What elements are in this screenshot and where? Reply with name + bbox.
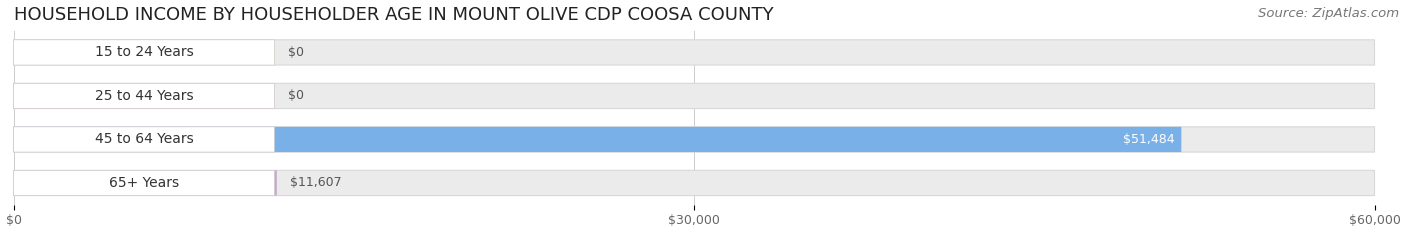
FancyBboxPatch shape (14, 127, 1375, 152)
FancyBboxPatch shape (14, 40, 1375, 65)
Text: 15 to 24 Years: 15 to 24 Years (94, 45, 194, 59)
Text: HOUSEHOLD INCOME BY HOUSEHOLDER AGE IN MOUNT OLIVE CDP COOSA COUNTY: HOUSEHOLD INCOME BY HOUSEHOLDER AGE IN M… (14, 6, 773, 24)
Text: Source: ZipAtlas.com: Source: ZipAtlas.com (1258, 7, 1399, 20)
Text: $11,607: $11,607 (291, 176, 342, 189)
Text: 45 to 64 Years: 45 to 64 Years (94, 132, 194, 147)
Text: 65+ Years: 65+ Years (108, 176, 179, 190)
FancyBboxPatch shape (14, 40, 274, 65)
FancyBboxPatch shape (14, 170, 1375, 195)
FancyBboxPatch shape (14, 170, 274, 195)
FancyBboxPatch shape (14, 127, 1181, 152)
FancyBboxPatch shape (14, 40, 274, 65)
FancyBboxPatch shape (14, 170, 277, 195)
FancyBboxPatch shape (14, 83, 1375, 109)
Text: $51,484: $51,484 (1123, 133, 1174, 146)
FancyBboxPatch shape (14, 83, 274, 109)
FancyBboxPatch shape (14, 127, 274, 152)
Text: $0: $0 (288, 46, 304, 59)
Text: $0: $0 (288, 89, 304, 103)
FancyBboxPatch shape (14, 83, 274, 109)
Text: 25 to 44 Years: 25 to 44 Years (94, 89, 193, 103)
